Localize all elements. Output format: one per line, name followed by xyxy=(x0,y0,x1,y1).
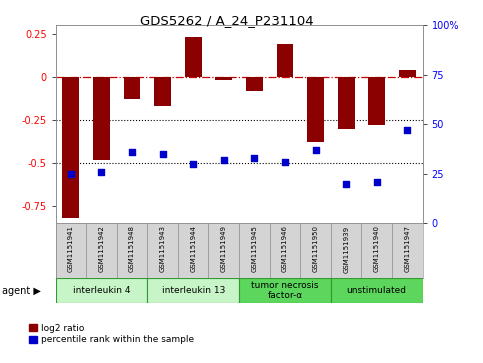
Text: GSM1151949: GSM1151949 xyxy=(221,225,227,272)
Bar xyxy=(185,37,201,77)
Text: GSM1151944: GSM1151944 xyxy=(190,225,196,272)
Bar xyxy=(209,223,239,278)
Point xyxy=(159,151,167,157)
Bar xyxy=(86,223,117,278)
Bar xyxy=(361,223,392,278)
Text: GSM1151939: GSM1151939 xyxy=(343,225,349,273)
Text: GSM1151945: GSM1151945 xyxy=(251,225,257,272)
Bar xyxy=(369,77,385,125)
Bar xyxy=(62,77,79,218)
Bar xyxy=(215,77,232,81)
Point xyxy=(128,149,136,155)
Bar xyxy=(331,278,423,303)
Bar xyxy=(239,278,331,303)
Bar xyxy=(246,77,263,91)
Bar xyxy=(277,44,293,77)
Text: GSM1151950: GSM1151950 xyxy=(313,225,319,272)
Bar xyxy=(270,223,300,278)
Bar xyxy=(331,223,361,278)
Bar xyxy=(307,77,324,142)
Bar xyxy=(93,77,110,160)
Bar xyxy=(147,278,239,303)
Text: GSM1151940: GSM1151940 xyxy=(374,225,380,272)
Point xyxy=(373,179,381,185)
Point xyxy=(312,147,319,153)
Text: interleukin 13: interleukin 13 xyxy=(161,286,225,295)
Text: tumor necrosis
factor-α: tumor necrosis factor-α xyxy=(251,281,319,300)
Point xyxy=(342,181,350,187)
Text: GSM1151948: GSM1151948 xyxy=(129,225,135,272)
Text: agent ▶: agent ▶ xyxy=(2,286,41,297)
Text: interleukin 4: interleukin 4 xyxy=(72,286,130,295)
Bar xyxy=(338,77,355,129)
Text: GSM1151941: GSM1151941 xyxy=(68,225,74,272)
Bar xyxy=(117,223,147,278)
Text: unstimulated: unstimulated xyxy=(347,286,407,295)
Bar xyxy=(147,223,178,278)
Point xyxy=(98,169,105,175)
Bar xyxy=(154,77,171,106)
Bar xyxy=(239,223,270,278)
Point xyxy=(403,127,411,133)
Text: GSM1151947: GSM1151947 xyxy=(404,225,411,272)
Bar xyxy=(399,70,416,77)
Point xyxy=(189,161,197,167)
Point xyxy=(220,157,227,163)
Bar xyxy=(178,223,209,278)
Bar xyxy=(124,77,141,99)
Bar xyxy=(56,223,86,278)
Text: GDS5262 / A_24_P231104: GDS5262 / A_24_P231104 xyxy=(140,15,314,28)
Point xyxy=(281,159,289,165)
Bar xyxy=(392,223,423,278)
Point xyxy=(67,171,75,177)
Legend: log2 ratio, percentile rank within the sample: log2 ratio, percentile rank within the s… xyxy=(28,324,195,344)
Bar xyxy=(56,278,147,303)
Text: GSM1151943: GSM1151943 xyxy=(159,225,166,272)
Point xyxy=(251,155,258,161)
Bar xyxy=(300,223,331,278)
Text: GSM1151946: GSM1151946 xyxy=(282,225,288,272)
Text: GSM1151942: GSM1151942 xyxy=(99,225,104,272)
